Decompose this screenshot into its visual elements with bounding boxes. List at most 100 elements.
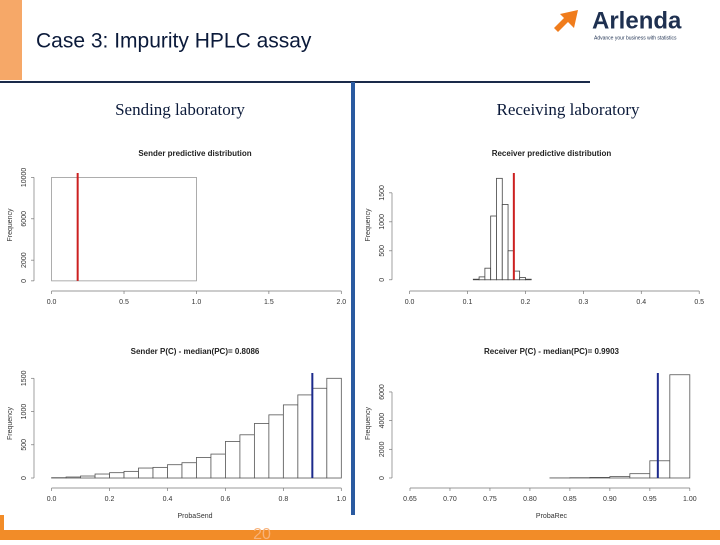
- y-axis-label: Frequency: [7, 406, 14, 440]
- x-tick-label: 1.0: [336, 496, 346, 503]
- x-axis-label: ProbaRec: [536, 513, 568, 520]
- y-tick-label: 1000: [21, 404, 28, 420]
- bar: [269, 415, 283, 478]
- x-tick-label: 0.6: [221, 496, 231, 503]
- bar: [110, 473, 124, 478]
- bar: [298, 395, 312, 478]
- footer-bar: [0, 530, 720, 540]
- chart-title: Receiver predictive distribution: [492, 149, 612, 158]
- chart: Receiver P(C) - median(PC)= 0.9903 Freque…: [365, 347, 697, 520]
- bar: [670, 375, 690, 478]
- bar: [52, 177, 197, 280]
- bar: [590, 477, 610, 478]
- bar: [491, 216, 497, 280]
- bar: [182, 463, 196, 478]
- x-tick-label: 0.0: [405, 299, 415, 306]
- x-tick-label: 0.80: [523, 496, 537, 503]
- bar: [240, 435, 254, 478]
- x-tick-label: 0.90: [603, 496, 617, 503]
- x-tick-label: 0.0: [47, 299, 57, 306]
- x-tick-label: 0.5: [119, 299, 129, 306]
- bar: [630, 474, 650, 478]
- y-tick-label: 500: [21, 439, 28, 451]
- x-tick-label: 0.4: [163, 496, 173, 503]
- y-tick-label: 0: [21, 279, 28, 283]
- x-axis-label: ProbaSend: [177, 513, 212, 520]
- y-tick-label: 500: [379, 245, 386, 257]
- x-tick-label: 1.5: [264, 299, 274, 306]
- bar: [254, 424, 268, 479]
- y-tick-label: 0: [379, 476, 386, 480]
- bar: [496, 178, 502, 279]
- bar: [485, 268, 491, 280]
- chart-title: Receiver P(C) - median(PC)= 0.9903: [484, 347, 619, 356]
- x-tick-label: 0.70: [443, 496, 457, 503]
- y-tick-label: 1500: [379, 185, 386, 201]
- y-tick-label: 0: [379, 278, 386, 282]
- chart: Receiver predictive distribution Frequenc…: [365, 149, 704, 306]
- logo-tagline: Advance your business with statistics: [594, 35, 677, 41]
- x-tick-label: 1.0: [192, 299, 202, 306]
- chart: Sender P(C) - median(PC)= 0.8086 Frequenc…: [7, 347, 346, 520]
- bar: [525, 279, 531, 280]
- bar: [650, 461, 670, 478]
- y-tick-label: 4000: [379, 413, 386, 429]
- x-tick-label: 0.5: [694, 299, 704, 306]
- chart: Sender predictive distribution Frequency 0…: [7, 149, 346, 306]
- x-tick-label: 2.0: [336, 299, 346, 306]
- x-tick-label: 0.3: [578, 299, 588, 306]
- x-tick-label: 0.2: [105, 496, 115, 503]
- bar: [520, 277, 526, 279]
- y-tick-label: 1000: [379, 214, 386, 230]
- x-tick-label: 0.2: [521, 299, 531, 306]
- bar: [610, 477, 630, 478]
- bar: [473, 279, 479, 280]
- accent-bar: [0, 0, 22, 80]
- logo-icon: [554, 10, 578, 32]
- y-axis-label: Frequency: [365, 406, 372, 440]
- bar: [196, 457, 210, 478]
- bar: [81, 476, 95, 478]
- x-tick-label: 0.95: [643, 496, 657, 503]
- bar: [312, 388, 326, 478]
- x-tick-label: 0.85: [563, 496, 577, 503]
- y-tick-label: 6000: [379, 384, 386, 400]
- bar: [167, 465, 181, 478]
- x-tick-label: 0.0: [47, 496, 57, 503]
- bar: [283, 405, 297, 478]
- column-label: Receiving laboratory: [496, 100, 640, 119]
- y-axis-label: Frequency: [365, 208, 372, 242]
- bar: [479, 277, 485, 280]
- y-axis-label: Frequency: [7, 208, 14, 242]
- chart-title: Sender predictive distribution: [138, 149, 251, 158]
- x-tick-label: 0.1: [463, 299, 473, 306]
- x-tick-label: 0.8: [278, 496, 288, 503]
- y-tick-label: 10000: [21, 168, 28, 188]
- y-tick-label: 1500: [21, 370, 28, 386]
- logo-text: Arlenda: [592, 7, 682, 34]
- bar: [327, 378, 341, 478]
- x-tick-label: 1.00: [683, 496, 697, 503]
- x-tick-label: 0.4: [636, 299, 646, 306]
- bar: [66, 477, 80, 478]
- x-tick-label: 0.65: [403, 496, 417, 503]
- bar: [502, 204, 508, 279]
- bar: [211, 454, 225, 478]
- y-tick-label: 2000: [379, 441, 386, 457]
- y-tick-label: 6000: [21, 211, 28, 227]
- bar: [95, 474, 109, 478]
- column-label: Sending laboratory: [115, 100, 245, 119]
- y-tick-label: 0: [21, 476, 28, 480]
- bar: [225, 441, 239, 478]
- bar: [124, 471, 138, 478]
- y-tick-label: 2000: [21, 252, 28, 268]
- logo: Arlenda Advance your business with stati…: [554, 7, 682, 41]
- bar: [153, 467, 167, 478]
- slide-title: Case 3: Impurity HPLC assay: [36, 30, 312, 53]
- chart-title: Sender P(C) - median(PC)= 0.8086: [131, 347, 260, 356]
- x-tick-label: 0.75: [483, 496, 497, 503]
- bar: [139, 468, 153, 478]
- page-number: 20: [253, 526, 271, 540]
- footer-mark: [0, 515, 4, 530]
